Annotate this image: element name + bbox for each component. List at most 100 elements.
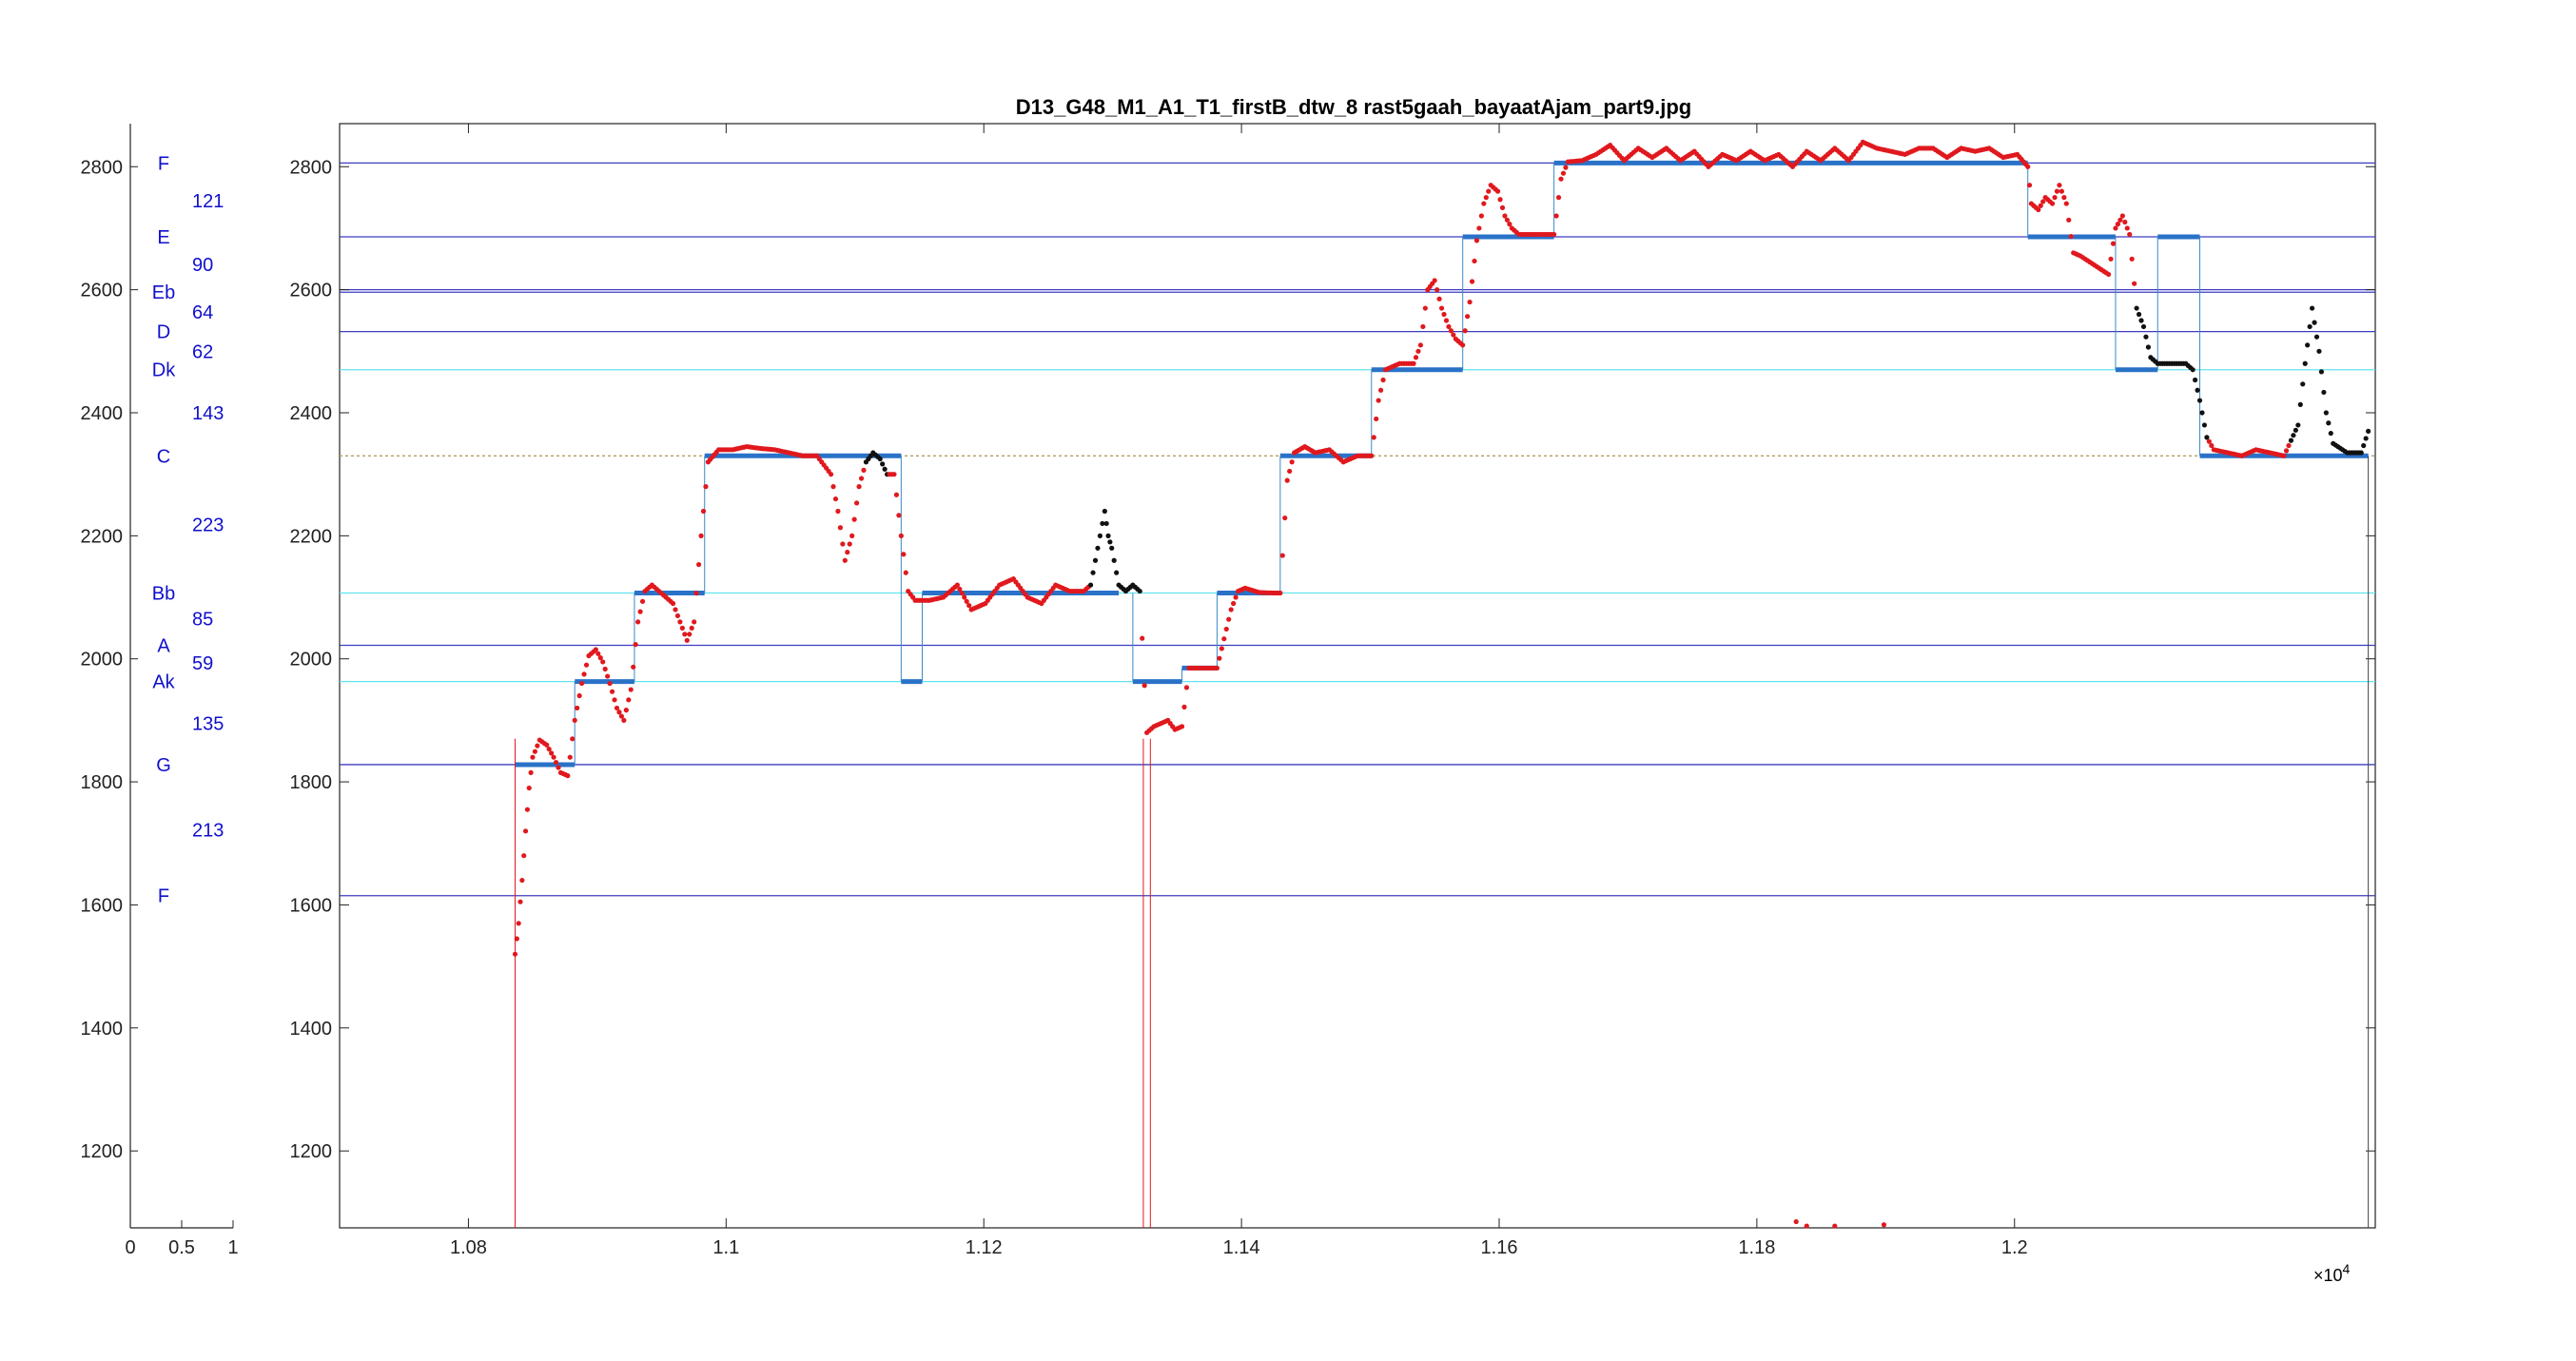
pitch-point xyxy=(522,828,529,834)
pitch-point xyxy=(635,619,641,625)
pitch-point xyxy=(556,765,561,770)
main-x-tick-label: 1.08 xyxy=(450,1237,487,1258)
pitch-point xyxy=(1476,225,1482,231)
pitch-point xyxy=(2127,231,2133,238)
pitch-point xyxy=(2038,203,2043,208)
pitch-point xyxy=(2295,422,2301,428)
pitch-point-low xyxy=(1804,1223,1809,1229)
pitch-point xyxy=(2300,381,2306,387)
pitch-point xyxy=(1499,204,1506,210)
pitch-point xyxy=(2206,438,2212,444)
main-y-tick-label: 2400 xyxy=(290,403,333,424)
pitch-point xyxy=(966,603,972,609)
pitch-point xyxy=(1137,588,1142,594)
pitch-point xyxy=(2204,435,2210,440)
main-y-tick-label: 1400 xyxy=(290,1019,333,1040)
pitch-point xyxy=(677,619,683,625)
interval-label: 143 xyxy=(192,403,224,424)
pitch-point xyxy=(1181,704,1187,710)
pitch-point xyxy=(1436,296,1442,301)
pitch-point xyxy=(1472,258,1477,264)
pitch-point xyxy=(1478,213,1484,219)
pitch-point xyxy=(891,472,897,477)
note-label: D xyxy=(157,322,170,343)
pitch-point xyxy=(2143,334,2149,340)
left-histogram-axis: 1200 1400 1600 1800 2000 2200 2400 2600 2800 0 0.5… xyxy=(81,124,239,1258)
pitch-point xyxy=(1109,545,1115,551)
pitch-point xyxy=(835,508,841,515)
pitch-point xyxy=(692,619,697,625)
pitch-point xyxy=(1451,332,1456,338)
pitch-point xyxy=(2063,201,2069,206)
main-y-tick-label: 2000 xyxy=(290,650,333,671)
pitch-point xyxy=(2105,271,2112,278)
interval-label: 135 xyxy=(192,714,224,735)
pitch-point xyxy=(628,687,634,692)
pitch-point xyxy=(621,717,627,723)
pitch-point xyxy=(1219,646,1224,651)
pitch-point xyxy=(684,637,690,643)
pitch-point xyxy=(1092,557,1099,563)
pitch-point xyxy=(2286,442,2292,449)
pitch-point xyxy=(1555,195,1562,201)
pitch-point xyxy=(1502,213,1508,219)
pitch-point xyxy=(2281,453,2287,458)
pitch-point xyxy=(1434,287,1440,293)
pitch-point xyxy=(2302,360,2308,366)
interval-label: 90 xyxy=(192,255,213,276)
pitch-point xyxy=(880,461,886,467)
pitch-point-low xyxy=(1832,1223,1838,1229)
chart-title: D13_G48_M1_A1_T1_firstB_dtw_8 rast5gaah_… xyxy=(1016,95,1691,119)
pitch-point xyxy=(695,561,702,568)
pitch-point xyxy=(1217,655,1222,661)
pitch-point xyxy=(607,680,613,687)
pitch-point xyxy=(532,749,537,754)
pitch-point xyxy=(2283,448,2290,454)
pitch-point xyxy=(2140,323,2147,330)
pitch-point xyxy=(687,632,693,637)
main-y-tick-label: 1600 xyxy=(290,895,333,916)
pitch-point xyxy=(1374,416,1379,422)
main-x-tick-label: 1.1 xyxy=(712,1237,739,1258)
pitch-point xyxy=(2328,430,2333,437)
pitch-point xyxy=(828,472,834,477)
left-x-tick-label: 0 xyxy=(125,1237,135,1258)
pitch-point xyxy=(1102,508,1107,515)
pitch-point xyxy=(693,591,699,596)
pitch-point xyxy=(1279,553,1285,558)
pitch-point xyxy=(2201,422,2208,428)
interval-label: 213 xyxy=(192,821,224,842)
pitch-point xyxy=(567,754,573,760)
pitch-point xyxy=(2059,188,2064,194)
pitch-point xyxy=(597,655,603,661)
pitch-point xyxy=(2134,305,2139,311)
pitch-point xyxy=(1228,607,1234,612)
pitch-point xyxy=(514,936,519,942)
pitch-point xyxy=(1226,616,1232,622)
pitch-point xyxy=(893,492,900,497)
pitch-point xyxy=(898,533,904,538)
pitch-point xyxy=(1504,217,1511,223)
pitch-point xyxy=(858,476,865,481)
pitch-point xyxy=(517,899,523,904)
pitch-point xyxy=(1422,305,1428,311)
pitch-point xyxy=(2358,450,2364,456)
pitch-point xyxy=(2025,164,2031,169)
pitch-point xyxy=(842,557,848,563)
pitch-point xyxy=(1278,590,1283,596)
pitch-point xyxy=(2312,320,2317,325)
pitch-point xyxy=(551,754,556,760)
pitch-point xyxy=(1214,665,1220,671)
pitch-point xyxy=(595,651,601,656)
pitch-point xyxy=(1284,477,1290,483)
pitch-point xyxy=(530,754,536,760)
pitch-point xyxy=(578,680,585,687)
note-label: Dk xyxy=(152,360,176,381)
left-y-tick-label: 1600 xyxy=(81,895,124,916)
main-y-tick-label: 2600 xyxy=(290,281,333,301)
pitch-point xyxy=(616,710,622,715)
pitch-point xyxy=(1282,515,1288,521)
interval-label: 59 xyxy=(192,653,213,674)
pitch-point xyxy=(2293,427,2298,433)
